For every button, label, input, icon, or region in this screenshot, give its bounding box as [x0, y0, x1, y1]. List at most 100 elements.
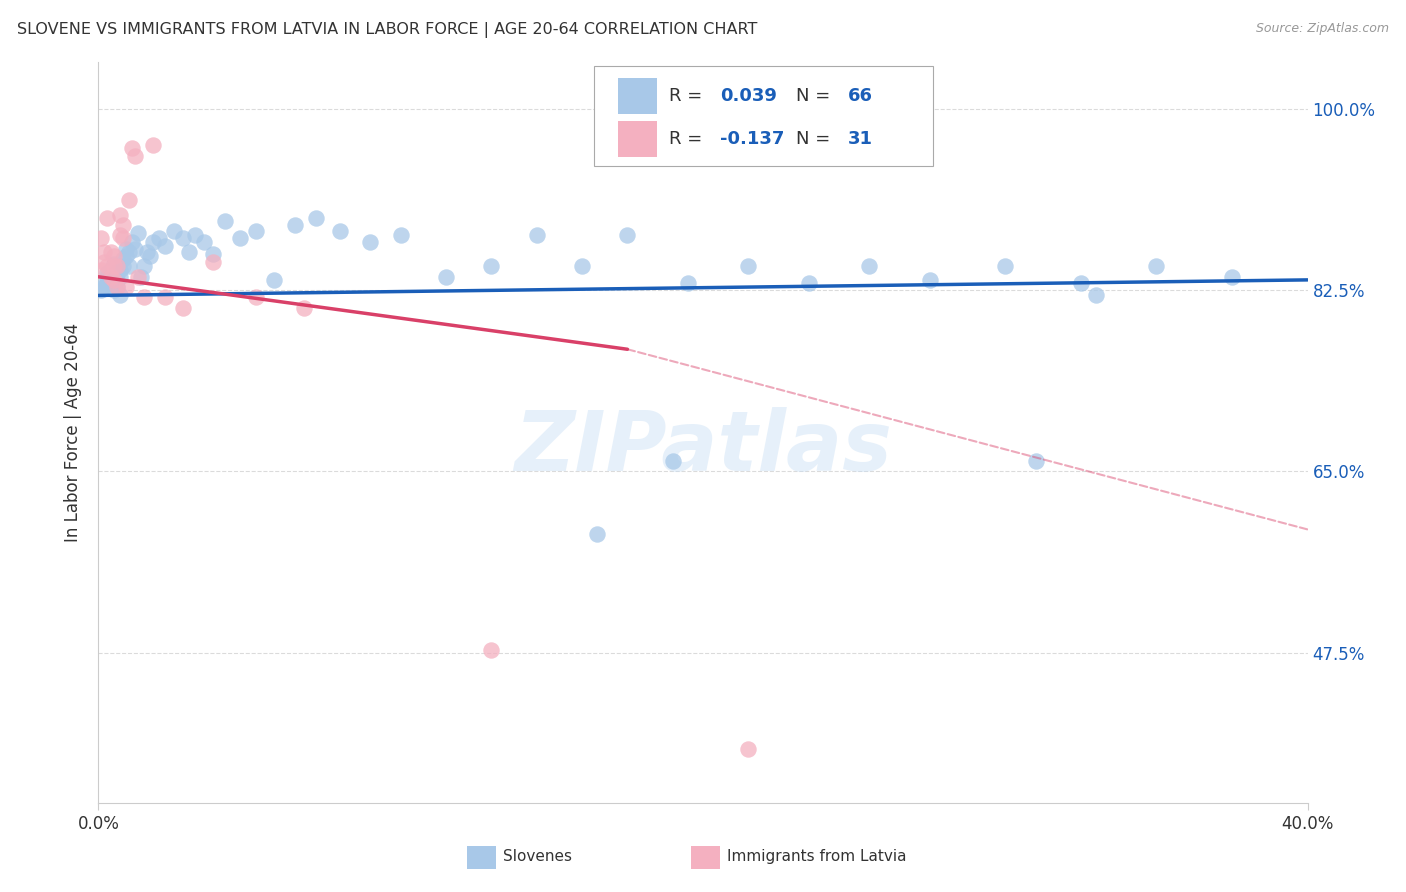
Point — [105, 266, 128, 280]
Point — [292, 301, 315, 315]
Point — [1070, 276, 1092, 290]
Point — [96, 276, 118, 290]
Point — [434, 269, 457, 284]
Point — [214, 214, 236, 228]
Point — [129, 269, 152, 284]
Point — [93, 280, 115, 294]
Point — [114, 280, 136, 294]
Point — [96, 269, 118, 284]
Point — [153, 291, 176, 305]
Point — [93, 255, 115, 269]
FancyBboxPatch shape — [595, 66, 932, 166]
Point — [229, 231, 252, 245]
Point — [108, 228, 131, 243]
FancyBboxPatch shape — [467, 846, 496, 870]
Point — [93, 244, 115, 259]
Text: Immigrants from Latvia: Immigrants from Latvia — [727, 848, 907, 863]
Point — [329, 224, 352, 238]
Point — [148, 231, 170, 245]
Text: N =: N = — [796, 130, 837, 148]
Point — [245, 224, 267, 238]
FancyBboxPatch shape — [619, 121, 657, 157]
Point — [96, 266, 118, 280]
Point — [90, 231, 112, 245]
Point — [111, 252, 134, 267]
Point — [284, 218, 307, 232]
FancyBboxPatch shape — [619, 78, 657, 113]
Text: SLOVENE VS IMMIGRANTS FROM LATVIA IN LABOR FORCE | AGE 20-64 CORRELATION CHART: SLOVENE VS IMMIGRANTS FROM LATVIA IN LAB… — [17, 22, 758, 38]
Point — [124, 242, 146, 256]
Text: Source: ZipAtlas.com: Source: ZipAtlas.com — [1256, 22, 1389, 36]
Point — [93, 278, 115, 293]
Point — [118, 260, 141, 274]
Point — [193, 235, 215, 249]
Point — [90, 262, 112, 277]
Point — [918, 273, 941, 287]
Point — [1220, 269, 1243, 284]
Point — [360, 235, 382, 249]
Text: 66: 66 — [848, 87, 873, 104]
Point — [118, 193, 141, 207]
Point — [111, 260, 134, 274]
Text: 0.039: 0.039 — [720, 87, 776, 104]
Point — [994, 260, 1017, 274]
Point — [121, 141, 143, 155]
Point — [172, 301, 194, 315]
Point — [153, 238, 176, 252]
Point — [103, 257, 125, 271]
Point — [108, 208, 131, 222]
Point — [797, 276, 820, 290]
Point — [389, 228, 412, 243]
Point — [127, 227, 149, 241]
Point — [105, 273, 128, 287]
Point — [118, 244, 141, 259]
Y-axis label: In Labor Force | Age 20-64: In Labor Force | Age 20-64 — [65, 323, 83, 542]
Point — [108, 288, 131, 302]
Point — [132, 291, 155, 305]
Point — [96, 260, 118, 274]
Text: -0.137: -0.137 — [720, 130, 785, 148]
Point — [90, 283, 112, 297]
Point — [858, 260, 880, 274]
Point — [571, 260, 593, 274]
Point — [103, 283, 125, 297]
Point — [100, 244, 122, 259]
Point — [105, 260, 128, 274]
Point — [121, 235, 143, 249]
Point — [111, 218, 134, 232]
Point — [163, 224, 186, 238]
Point — [132, 260, 155, 274]
Text: R =: R = — [669, 130, 709, 148]
Point — [108, 269, 131, 284]
Point — [142, 138, 165, 153]
Point — [103, 273, 125, 287]
Point — [263, 273, 285, 287]
Point — [737, 260, 759, 274]
Point — [202, 247, 225, 261]
Point — [127, 269, 149, 284]
Point — [676, 276, 699, 290]
Point — [1024, 454, 1046, 468]
Text: ZIPatlas: ZIPatlas — [515, 407, 891, 488]
Text: 31: 31 — [848, 130, 873, 148]
Point — [305, 211, 328, 225]
Text: N =: N = — [796, 87, 837, 104]
Point — [124, 148, 146, 162]
Point — [1085, 288, 1108, 302]
Point — [586, 526, 609, 541]
Point — [114, 249, 136, 263]
Text: R =: R = — [669, 87, 709, 104]
Text: Slovenes: Slovenes — [503, 848, 572, 863]
Point — [1144, 260, 1167, 274]
Point — [105, 280, 128, 294]
Point — [139, 249, 162, 263]
Point — [135, 244, 157, 259]
FancyBboxPatch shape — [690, 846, 720, 870]
Point — [100, 269, 122, 284]
Point — [184, 228, 207, 243]
Point — [172, 231, 194, 245]
Point — [100, 273, 122, 287]
Point — [481, 642, 503, 657]
Point — [202, 255, 225, 269]
Point — [526, 228, 548, 243]
